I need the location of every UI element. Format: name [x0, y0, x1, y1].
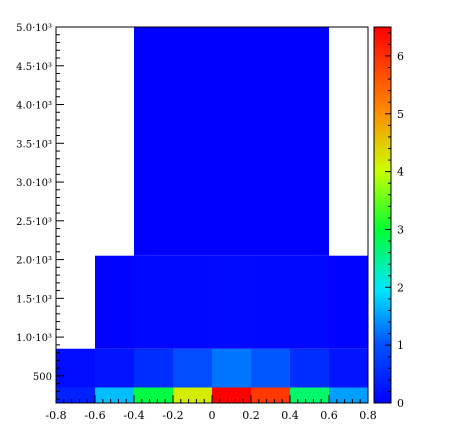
heatmap-cell	[134, 27, 173, 256]
heatmap-cell	[212, 256, 251, 349]
heatmap-cells	[56, 27, 368, 403]
y-tick-label: 1.5·10³	[16, 294, 52, 305]
heatmap-cell	[95, 349, 134, 388]
heatmap-cell	[329, 349, 368, 388]
colorbar-tick-label: 3	[397, 223, 404, 236]
heatmap-cell	[95, 256, 134, 349]
heatmap-cell	[212, 27, 251, 256]
heatmap-cell	[251, 387, 290, 403]
colorbar-tick-label: 4	[397, 166, 404, 179]
y-tick-label: 2.0·10³	[16, 256, 52, 267]
x-tick-label: 0.4	[281, 409, 299, 422]
x-tick-label: 0	[209, 409, 216, 422]
heatmap-cell	[290, 256, 329, 349]
colorbar-tick-label: 2	[397, 281, 404, 294]
heatmap-cell	[290, 27, 329, 256]
heatmap-cell	[212, 349, 251, 388]
y-tick-label: 3.0·10³	[16, 178, 52, 189]
heatmap-cell	[212, 387, 251, 403]
y-axis: 500 1.0·10³ 1.5·10³ 2.0·10³ 2.5·10³ 3.0·10³ 3.…	[16, 23, 64, 399]
x-tick-label: 0.2	[242, 409, 260, 422]
heatmap-cell	[173, 387, 212, 403]
y-tick-label: 4.0·10³	[16, 101, 52, 112]
heatmap-cell	[329, 256, 368, 349]
colorbar-tick-label: 0	[397, 397, 404, 410]
x-tick-label: -0.4	[123, 409, 144, 422]
x-tick-label: -0.8	[45, 409, 66, 422]
x-tick-label: -0.6	[84, 409, 105, 422]
heatmap-cell	[251, 27, 290, 256]
y-tick-label: 3.5·10³	[16, 139, 52, 150]
heatmap-cell	[95, 387, 134, 403]
heatmap-cell	[290, 349, 329, 388]
colorbar-tick-label: 5	[397, 108, 404, 121]
y-tick-label: 4.5·10³	[16, 62, 52, 73]
colorbar-tick-label: 1	[397, 339, 404, 352]
heatmap-cell	[173, 256, 212, 349]
heatmap-cell	[290, 387, 329, 403]
x-tick-label: 0.8	[359, 409, 377, 422]
heatmap-cell	[251, 349, 290, 388]
heatmap-cell	[173, 349, 212, 388]
x-tick-label: -0.2	[162, 409, 183, 422]
y-tick-label: 5.0·10³	[16, 23, 52, 34]
x-tick-label: 0.6	[320, 409, 338, 422]
colorbar: 0 1 2 3 4 5 6	[374, 27, 404, 410]
heatmap-cell	[251, 256, 290, 349]
y-tick-label: 500	[33, 372, 52, 383]
heatmap-cell	[134, 387, 173, 403]
heatmap-cell	[134, 256, 173, 349]
heatmap-cell	[329, 387, 368, 403]
heatmap-cell	[56, 349, 95, 388]
colorbar-gradient	[374, 27, 391, 403]
heatmap-cell	[173, 27, 212, 256]
colorbar-tick-label: 6	[397, 50, 404, 63]
y-tick-label: 2.5·10³	[16, 217, 52, 228]
heatmap-cell	[56, 387, 95, 403]
y-tick-label: 1.0·10³	[16, 333, 52, 344]
heatmap-cell	[134, 349, 173, 388]
